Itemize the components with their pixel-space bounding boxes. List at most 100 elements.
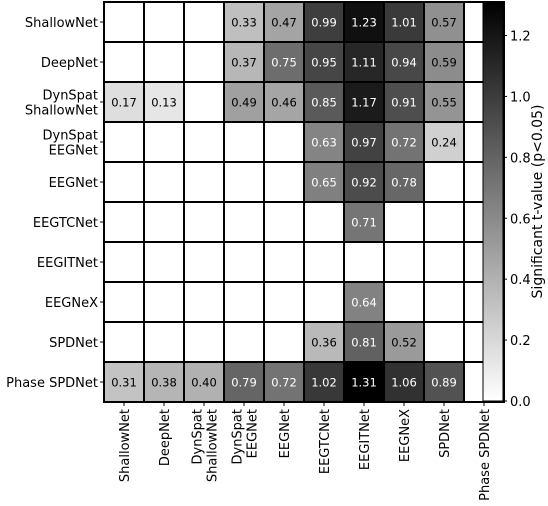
heatmap-cell bbox=[183, 121, 225, 163]
cell-value-label: 1.23 bbox=[351, 16, 377, 30]
row-label: DeepNet bbox=[41, 56, 98, 71]
heatmap-cells: 0.33 0.47 0.99 1.23 1.01 0.57 0.37 0.75 0.95 1.11… bbox=[103, 1, 505, 403]
row-labels: ShallowNet DeepNet DynSpat ShallowNet DynSpa… bbox=[6, 16, 104, 391]
row-label: SPDNet bbox=[49, 336, 98, 351]
column-label: SPDNet bbox=[438, 409, 453, 458]
cell-value-label: 0.52 bbox=[391, 336, 417, 350]
heatmap-cell bbox=[183, 321, 225, 363]
heatmap-cell bbox=[183, 81, 225, 123]
heatmap-cell bbox=[383, 201, 425, 243]
cell-value-label: 0.81 bbox=[351, 336, 377, 350]
cell-value-label: 0.47 bbox=[271, 16, 297, 30]
heatmap-cell bbox=[223, 201, 265, 243]
column-label: DeepNet bbox=[158, 409, 173, 466]
colorbar-tick-label: 1.0 bbox=[510, 90, 531, 105]
heatmap-cell bbox=[303, 281, 345, 323]
cell-value-label: 0.94 bbox=[391, 56, 417, 70]
heatmap-cell bbox=[263, 281, 305, 323]
heatmap-cell bbox=[223, 81, 265, 123]
heatmap-cell bbox=[143, 161, 185, 203]
heatmap-cell bbox=[223, 121, 265, 163]
row-label: Phase SPDNet bbox=[6, 376, 98, 391]
heatmap-cell bbox=[103, 121, 145, 163]
cell-value-label: 0.38 bbox=[151, 376, 177, 390]
column-label: EEGNet bbox=[278, 409, 293, 458]
heatmap-cell bbox=[143, 121, 185, 163]
cell-value-label: 0.57 bbox=[431, 16, 457, 30]
cell-value-label: 0.64 bbox=[351, 296, 377, 310]
cell-value-label: 0.95 bbox=[311, 56, 337, 70]
column-labels: ShallowNet DeepNet DynSpatShallowNet DynSpa… bbox=[118, 402, 493, 501]
cell-value-label: 1.11 bbox=[351, 56, 377, 70]
colorbar-title: Significant t-value (p<0.05) bbox=[530, 105, 546, 299]
heatmap-cell bbox=[103, 201, 145, 243]
heatmap-cell bbox=[303, 41, 345, 83]
cell-value-label: 0.72 bbox=[391, 136, 417, 150]
heatmap-cell bbox=[263, 161, 305, 203]
heatmap-cell bbox=[103, 41, 145, 83]
heatmap-cell bbox=[303, 201, 345, 243]
colorbar-tick-label: 0.0 bbox=[510, 395, 531, 410]
heatmap-cell bbox=[143, 281, 185, 323]
colorbar-tick-label: 0.6 bbox=[510, 212, 531, 227]
cell-value-label: 0.13 bbox=[151, 96, 177, 110]
cell-value-label: 1.01 bbox=[391, 16, 417, 30]
cell-value-label: 0.63 bbox=[311, 136, 337, 150]
heatmap-cell bbox=[143, 241, 185, 283]
heatmap-cell bbox=[103, 241, 145, 283]
heatmap-cell bbox=[103, 281, 145, 323]
heatmap-cell bbox=[143, 1, 185, 43]
heatmap-cell bbox=[223, 41, 265, 83]
heatmap-cell bbox=[343, 81, 385, 123]
cell-value-label: 0.97 bbox=[351, 136, 377, 150]
heatmap-cell bbox=[183, 241, 225, 283]
heatmap-cell bbox=[263, 361, 305, 403]
row-label: DynSpat ShallowNet bbox=[25, 89, 98, 119]
heatmap-cell bbox=[343, 361, 385, 403]
heatmap-cell bbox=[263, 201, 305, 243]
cell-value-label: 0.72 bbox=[271, 376, 297, 390]
cell-value-label: 0.17 bbox=[111, 96, 137, 110]
cell-value-label: 0.33 bbox=[231, 16, 257, 30]
row-label: DynSpat EEGNet bbox=[42, 129, 98, 159]
cell-value-label: 1.02 bbox=[311, 376, 337, 390]
cell-value-label: 0.99 bbox=[311, 16, 337, 30]
cell-value-label: 0.55 bbox=[431, 96, 457, 110]
cell-value-label: 0.85 bbox=[311, 96, 337, 110]
cell-value-label: 1.06 bbox=[391, 376, 417, 390]
heatmap-cell bbox=[263, 321, 305, 363]
cell-value-label: 0.65 bbox=[311, 176, 337, 190]
colorbar-tick-label: 1.2 bbox=[510, 30, 531, 45]
row-label: EEGTCNet bbox=[33, 216, 98, 231]
colorbar: 0.0 0.2 0.4 0.6 0.8 1.0 1.2 Significant t-value… bbox=[482, 1, 546, 410]
cell-value-label: 0.79 bbox=[231, 376, 257, 390]
heatmap-cell bbox=[423, 201, 465, 243]
colorbar-tick-label: 0.8 bbox=[510, 151, 531, 166]
cell-value-label: 0.24 bbox=[431, 136, 457, 150]
heatmap-cell bbox=[423, 321, 465, 363]
heatmap-cell bbox=[263, 241, 305, 283]
heatmap-cell bbox=[183, 1, 225, 43]
cell-value-label: 0.91 bbox=[391, 96, 417, 110]
heatmap-cell bbox=[143, 81, 185, 123]
heatmap-cell bbox=[223, 321, 265, 363]
cell-value-label: 0.37 bbox=[231, 56, 257, 70]
column-label: EEGTCNet bbox=[318, 409, 333, 474]
cell-value-label: 0.46 bbox=[271, 96, 297, 110]
cell-value-label: 0.89 bbox=[431, 376, 457, 390]
column-label: DynSpatEEGNet bbox=[231, 409, 261, 465]
row-label: EEGNet bbox=[49, 176, 98, 191]
cell-value-label: 0.31 bbox=[111, 376, 137, 390]
heatmap-cell bbox=[303, 241, 345, 283]
heatmap-cell bbox=[103, 1, 145, 43]
cell-value-label: 1.17 bbox=[351, 96, 377, 110]
cell-value-label: 0.36 bbox=[311, 336, 337, 350]
heatmap-cell bbox=[263, 121, 305, 163]
cell-value-label: 0.71 bbox=[351, 216, 377, 230]
heatmap-cell bbox=[143, 41, 185, 83]
heatmap-cell bbox=[303, 161, 345, 203]
heatmap-cell bbox=[303, 81, 345, 123]
cell-value-label: 1.31 bbox=[351, 376, 377, 390]
heatmap-cell bbox=[343, 241, 385, 283]
